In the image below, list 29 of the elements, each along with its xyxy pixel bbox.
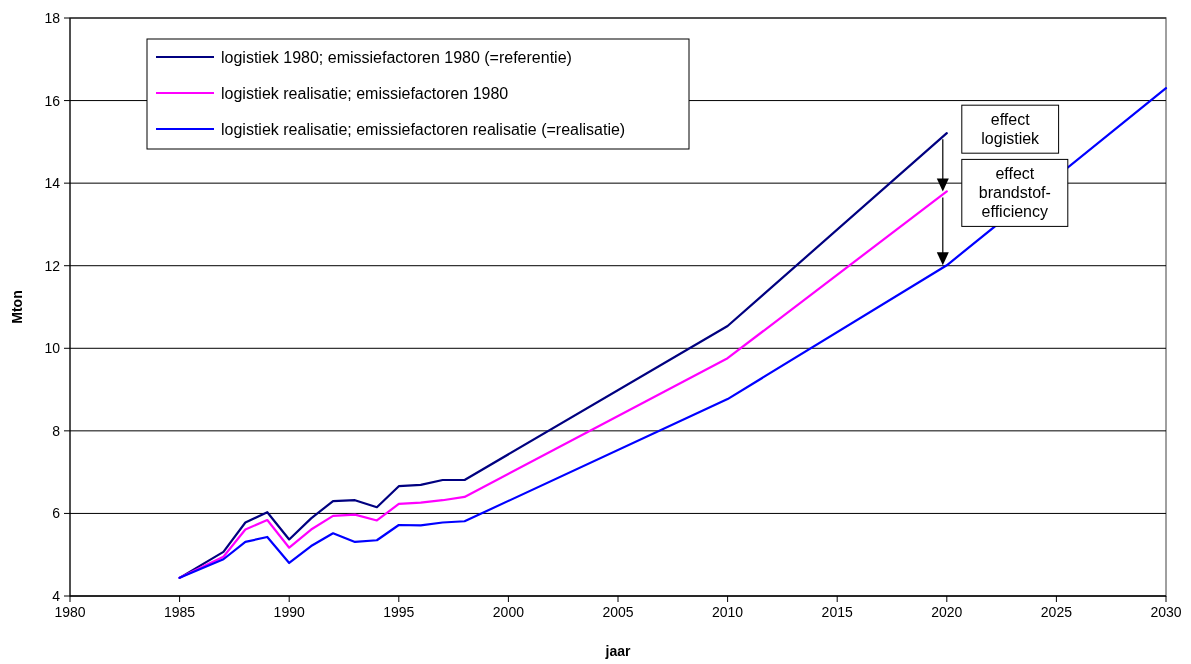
y-tick-label: 4 bbox=[52, 588, 61, 604]
x-tick-label: 2010 bbox=[712, 604, 744, 620]
line-series bbox=[178, 87, 1168, 579]
x-axis-title: jaar bbox=[604, 643, 631, 659]
x-tick-label: 1980 bbox=[54, 604, 86, 620]
x-tick-label: 2020 bbox=[931, 604, 963, 620]
x-tick-label: 2000 bbox=[492, 604, 525, 620]
y-tick-label: 18 bbox=[44, 10, 61, 26]
legend-label: logistiek 1980; emissiefactoren 1980 (=referentie) bbox=[221, 49, 572, 66]
x-tick-label: 2030 bbox=[1150, 604, 1182, 620]
text-box: effect brandstof- efficiency bbox=[961, 158, 1069, 227]
x-tick-label: 1990 bbox=[273, 604, 305, 620]
annotation: effect brandstof- efficiency bbox=[978, 165, 1051, 221]
legend-label: logistiek realisatie; emissiefactoren realisatie (=realisatie) bbox=[221, 121, 626, 138]
x-tick-label: 2005 bbox=[602, 604, 634, 620]
y-tick-label: 14 bbox=[44, 175, 61, 192]
x-tick-label: 1995 bbox=[383, 604, 415, 620]
y-tick-label: 16 bbox=[44, 92, 61, 109]
legend-label: logistiek realisatie; emissiefactoren 1980 bbox=[221, 85, 509, 102]
y-tick-label: 6 bbox=[52, 505, 61, 522]
x-tick-label: 2015 bbox=[821, 604, 853, 620]
y-axis-title: Mton bbox=[9, 290, 25, 324]
annotation: effect logistiek bbox=[981, 111, 1041, 148]
y-tick-label: 8 bbox=[52, 422, 61, 439]
y-tick-label: 10 bbox=[44, 340, 61, 357]
x-tick-label: 2025 bbox=[1040, 604, 1073, 620]
x-tick-label: 1985 bbox=[164, 604, 196, 620]
text-box: effect logistiek bbox=[961, 104, 1060, 154]
y-tick-label: 12 bbox=[44, 257, 61, 274]
